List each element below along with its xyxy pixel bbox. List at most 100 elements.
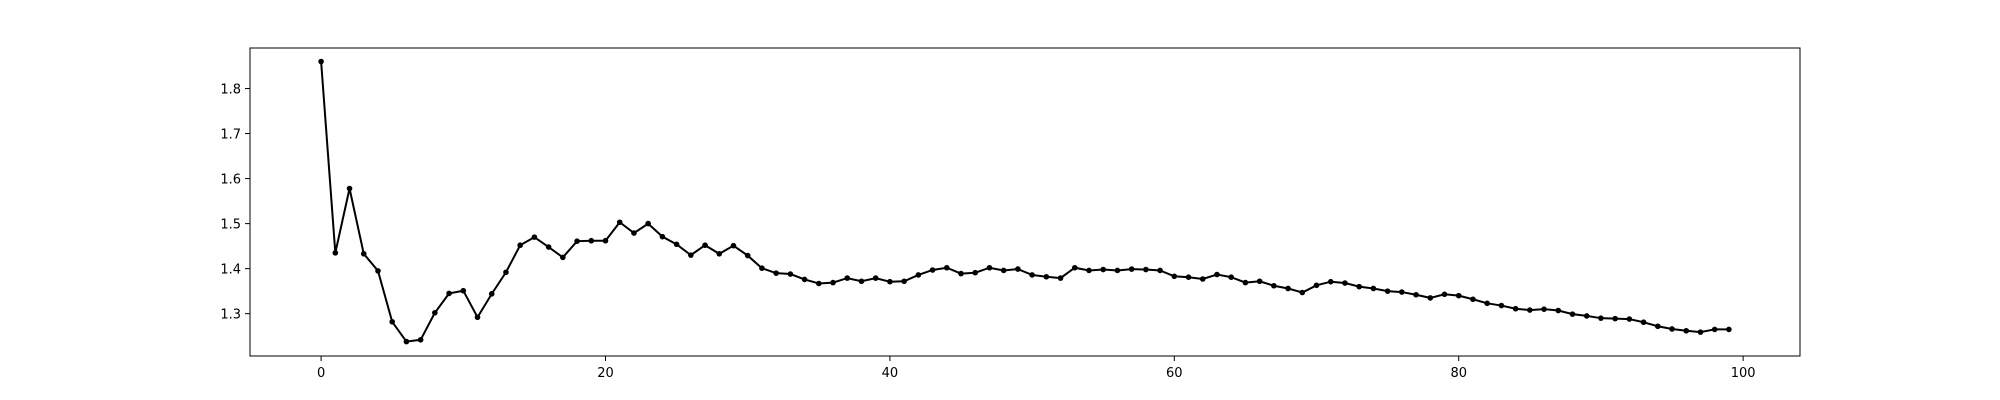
data-point — [702, 242, 708, 249]
data-point — [1128, 266, 1135, 272]
data-point — [1057, 275, 1064, 281]
data-point — [446, 290, 452, 297]
data-point — [1029, 272, 1035, 278]
data-point — [1711, 326, 1718, 333]
data-point — [1512, 305, 1519, 312]
data-point — [1114, 267, 1121, 274]
y-tick-label: 1.3 — [220, 308, 241, 323]
data-point — [474, 314, 481, 321]
data-point — [560, 254, 566, 261]
data-point — [588, 237, 595, 244]
data-point — [773, 270, 779, 276]
plot-frame — [249, 47, 1801, 357]
y-tick-label: 1.7 — [220, 128, 241, 143]
y-tick-label: 1.4 — [220, 263, 241, 278]
x-axis-ticks: 0 20 40 60 80 100 — [317, 356, 1756, 381]
data-series-line — [320, 61, 1729, 343]
data-point — [1342, 280, 1348, 286]
data-point — [688, 252, 694, 258]
data-point — [801, 276, 808, 283]
data-point — [744, 252, 751, 259]
data-point — [1228, 274, 1234, 281]
data-point — [1256, 278, 1263, 285]
data-point — [318, 58, 324, 65]
x-tick-label: 80 — [1450, 366, 1467, 381]
data-point — [1655, 323, 1661, 330]
data-point — [1185, 274, 1192, 281]
data-point — [830, 279, 836, 286]
data-point — [631, 230, 637, 236]
data-point — [1100, 266, 1107, 273]
data-point — [1043, 273, 1050, 280]
y-axis-ticks: 1.3 1.4 1.5 1.6 1.7 1.8 — [220, 83, 250, 323]
data-point — [887, 278, 893, 285]
data-point — [1441, 291, 1448, 298]
data-point — [1726, 326, 1732, 333]
data-point — [403, 338, 410, 345]
data-point — [1683, 327, 1690, 334]
x-tick-label: 60 — [1166, 366, 1183, 381]
data-point — [1086, 267, 1092, 274]
data-point — [389, 318, 396, 325]
data-point — [1313, 282, 1320, 289]
data-point — [1285, 285, 1291, 292]
data-point — [659, 233, 666, 240]
data-point — [1498, 302, 1505, 309]
data-point — [1327, 278, 1334, 285]
data-point — [602, 237, 609, 244]
data-point — [1669, 326, 1675, 332]
data-point — [1171, 273, 1178, 280]
data-point — [901, 278, 907, 285]
data-point — [1071, 264, 1078, 271]
data-point — [759, 265, 765, 271]
data-point — [1356, 283, 1362, 290]
data-point — [1271, 282, 1277, 289]
data-point — [1470, 296, 1476, 303]
data-point — [531, 234, 538, 240]
x-tick-label: 100 — [1731, 366, 1756, 381]
data-point — [332, 250, 339, 256]
data-point — [375, 268, 381, 274]
data-point — [1015, 266, 1021, 272]
data-point — [1626, 316, 1633, 322]
data-point — [1384, 288, 1391, 294]
data-point — [1413, 291, 1419, 298]
data-point — [346, 185, 353, 192]
x-tick-label: 0 — [317, 366, 325, 381]
data-point — [1612, 315, 1618, 322]
data-point — [432, 309, 438, 316]
data-point — [645, 220, 651, 227]
data-point — [943, 264, 950, 271]
data-point — [986, 264, 993, 271]
x-tick-label: 20 — [597, 366, 614, 381]
data-point — [673, 241, 680, 248]
data-point — [929, 267, 936, 273]
data-point — [1527, 307, 1533, 313]
x-tick-label: 40 — [882, 366, 899, 381]
data-point — [1541, 306, 1547, 312]
data-point — [460, 287, 467, 294]
data-point — [844, 275, 851, 281]
data-point — [1242, 279, 1249, 286]
data-point — [517, 242, 523, 249]
data-series-points — [318, 58, 1732, 345]
data-point — [1000, 267, 1007, 274]
data-point — [816, 280, 822, 287]
y-tick-label: 1.8 — [220, 83, 241, 98]
data-point — [716, 250, 723, 257]
data-point — [1484, 300, 1490, 307]
data-point — [1569, 311, 1576, 317]
data-point — [915, 272, 922, 278]
y-tick-label: 1.6 — [220, 173, 241, 188]
data-point — [360, 250, 367, 257]
data-point — [1640, 319, 1647, 326]
data-point — [1370, 285, 1377, 292]
data-point — [1455, 292, 1462, 299]
data-point — [1583, 313, 1590, 319]
data-point — [503, 269, 509, 276]
data-point — [417, 336, 424, 343]
data-point — [545, 244, 552, 250]
data-point — [1299, 289, 1306, 296]
